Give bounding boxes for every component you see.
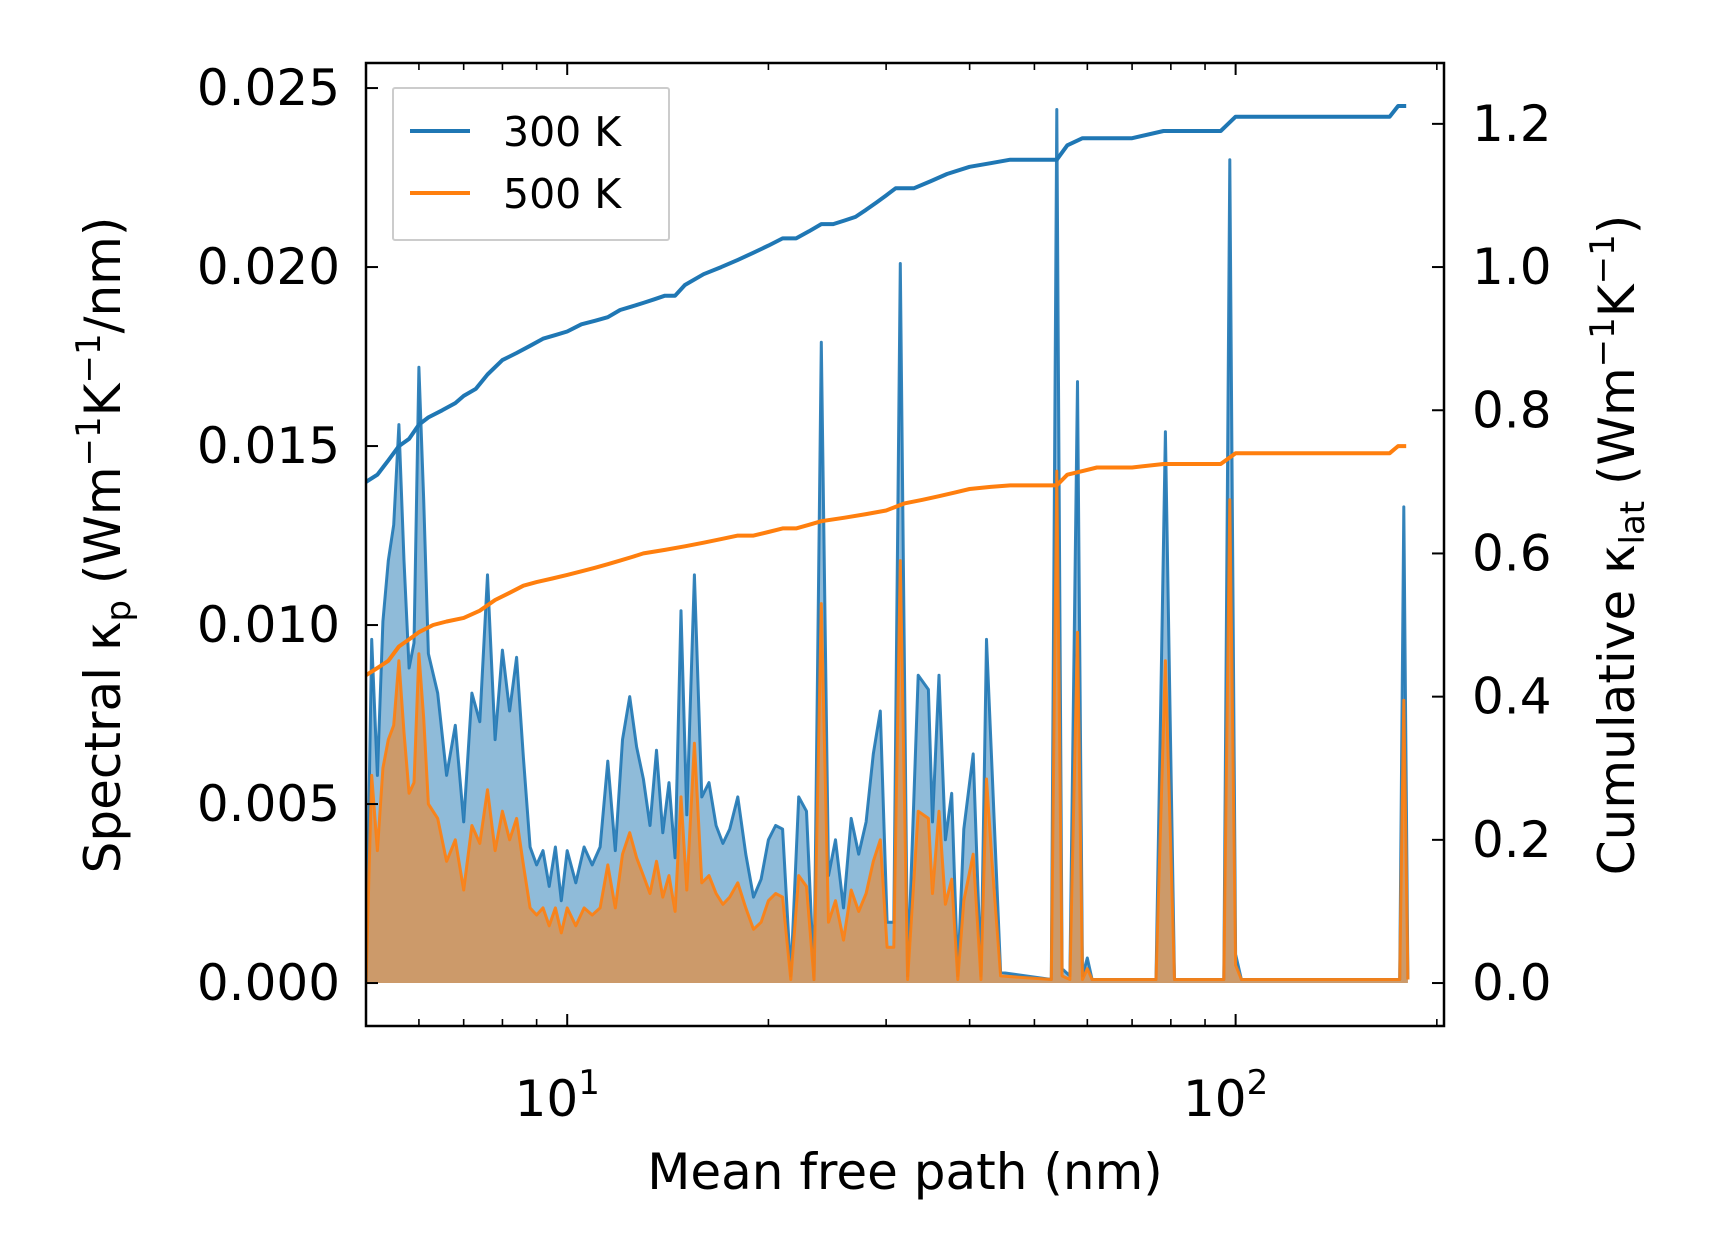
legend-box [392, 87, 670, 241]
y-left-tick-label: 0.015 [197, 417, 340, 475]
y-right-tick-label: 0.8 [1472, 381, 1552, 439]
500-k-cumulative-line [366, 444, 1407, 677]
x-tick-label: 101 [515, 1063, 600, 1128]
legend: 300 K 500 K [392, 87, 670, 241]
300-k-spectral-area [366, 109, 1408, 983]
y-right-tick-label: 0.2 [1472, 811, 1552, 869]
500-k-spectral-area [366, 471, 1408, 983]
y-right-tick-label: 0.4 [1472, 668, 1552, 726]
y-right-tick-label: 0.6 [1472, 524, 1552, 582]
300-k-cumulative-line [366, 104, 1407, 484]
500-k-spectral-line [366, 469, 1410, 984]
y-left-tick-label: 0.020 [197, 238, 340, 296]
y-axis-left-title: Spectral κp (Wm−1K−1/nm) [69, 217, 139, 874]
y-right-tick-label: 1.2 [1472, 95, 1552, 153]
series-layer [366, 104, 1410, 984]
ticks-layer: 0.000 0.005 0.010 0.015 0.020 0.025 0.0 0.2 0.4 0… [197, 59, 1552, 1128]
y-left-tick-label: 0.025 [197, 59, 340, 117]
x-tick-label: 102 [1183, 1063, 1268, 1128]
legend-label-300k: 300 K [503, 108, 622, 156]
plot-frame [364, 61, 1446, 1028]
y-left-tick-label: 0.005 [197, 775, 340, 833]
y-left-tick-label: 0.010 [197, 596, 340, 654]
y-left-tick-label: 0.000 [197, 954, 340, 1012]
legend-label-500k: 500 K [503, 170, 622, 218]
x-axis-title: Mean free path (nm) [647, 1143, 1163, 1201]
y-right-tick-label: 1.0 [1472, 238, 1552, 296]
y-axis-right-title: Cumulative κlat (Wm−1K−1) [1583, 215, 1653, 875]
y-right-tick-label: 0.0 [1472, 954, 1552, 1012]
